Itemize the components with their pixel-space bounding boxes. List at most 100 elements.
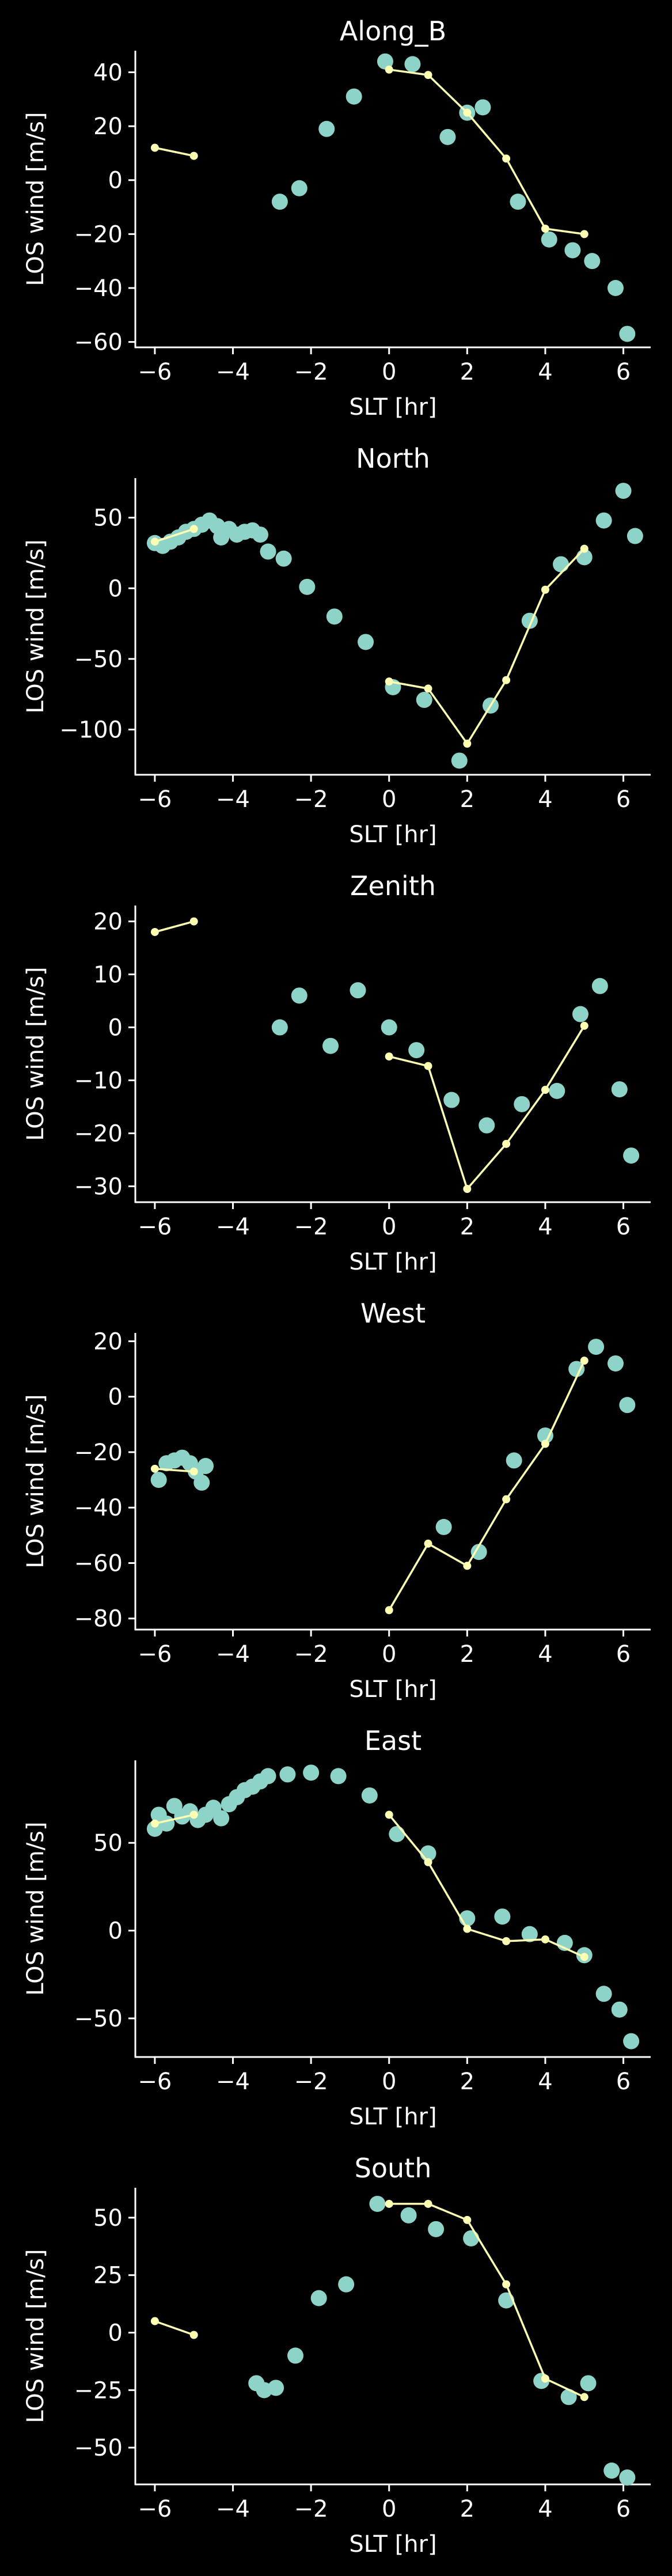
y-tick-label: −40 [74, 275, 123, 302]
line-marker [385, 677, 393, 686]
line-marker [541, 2374, 549, 2383]
x-tick-label: 4 [538, 2069, 552, 2095]
line-marker [502, 1139, 511, 1148]
scatter-point [389, 1825, 405, 1842]
y-tick-label: −50 [74, 2435, 123, 2461]
y-tick-label: 40 [93, 59, 123, 86]
scatter-point [619, 2469, 636, 2486]
x-axis-label: SLT [hr] [349, 2104, 436, 2130]
series-line [154, 920, 195, 933]
scatter-point [474, 99, 491, 116]
scatter-point [330, 1768, 347, 1785]
scatter-point [494, 1908, 511, 1925]
x-tick-label: −2 [294, 1214, 328, 1240]
series-line [154, 528, 195, 543]
y-axis-label: LOS wind [m/s] [22, 112, 49, 286]
x-tick-label: −2 [294, 2069, 328, 2095]
scatter-point [338, 2276, 355, 2293]
scatter-point [514, 1096, 530, 1112]
x-tick-label: 0 [382, 2069, 396, 2095]
scatter-point [252, 526, 268, 543]
y-tick-label: −80 [74, 1606, 123, 1632]
scatter-point [607, 280, 624, 296]
series-line [154, 1813, 195, 1825]
x-tick-label: 4 [538, 1214, 552, 1240]
scatter-point [619, 1397, 636, 1414]
x-tick-label: −6 [138, 2069, 172, 2095]
scatter-point [260, 1768, 276, 1785]
line-marker [189, 151, 198, 160]
scatter-point [271, 1019, 288, 1036]
scatter-point [591, 978, 608, 994]
x-axis-label: SLT [hr] [349, 2531, 436, 2558]
y-tick-label: −20 [74, 221, 123, 248]
y-axis-label: LOS wind [m/s] [22, 1821, 49, 1995]
series-line [389, 1025, 586, 1191]
scatter-point [400, 2207, 417, 2223]
scatter-point [595, 512, 612, 529]
line-marker [424, 71, 432, 79]
scatter-point [279, 1766, 296, 1783]
scatter-point [560, 2389, 577, 2405]
series-line [388, 1814, 585, 1958]
x-tick-label: 4 [538, 1641, 552, 1668]
series-line [154, 146, 195, 157]
x-tick-label: −6 [138, 2496, 172, 2522]
line-marker [463, 2215, 472, 2224]
y-tick-label: 50 [93, 2205, 123, 2232]
x-axis-label: SLT [hr] [349, 394, 436, 421]
line-marker [502, 676, 511, 684]
scatter-point [213, 1810, 230, 1827]
y-tick-label: 20 [93, 113, 123, 140]
scatter-point [549, 1082, 565, 1099]
scatter-point [568, 1361, 585, 1377]
scatter-point [572, 1006, 589, 1022]
line-marker [580, 544, 589, 553]
scatter-point [623, 1147, 640, 1164]
scatter-point [408, 1042, 425, 1059]
x-tick-label: −2 [294, 2496, 328, 2522]
scatter-point [541, 231, 557, 248]
line-marker [424, 1062, 432, 1070]
chart-title: West [360, 1298, 426, 1329]
line-marker [541, 225, 549, 233]
scatter-point [627, 528, 643, 544]
scatter-point [510, 194, 526, 210]
scatter-point [318, 120, 335, 137]
scatter-point [404, 56, 421, 73]
scatter-point [607, 1355, 624, 1372]
scatter-point [361, 1787, 378, 1804]
line-marker [189, 917, 198, 926]
line-marker [580, 2393, 589, 2401]
scatter-point [623, 2033, 640, 2050]
y-tick-label: 0 [108, 2320, 123, 2347]
x-tick-label: 6 [616, 2496, 631, 2522]
scatter-point [416, 692, 432, 709]
series-line [154, 2320, 195, 2336]
y-tick-label: 0 [108, 575, 123, 602]
line-marker [385, 1052, 393, 1061]
x-tick-label: −4 [216, 2496, 250, 2522]
y-tick-label: 0 [108, 168, 123, 194]
y-tick-label: −20 [74, 1439, 123, 1466]
x-tick-label: −2 [294, 786, 328, 813]
y-tick-label: −60 [74, 329, 123, 356]
scatter-point [271, 194, 288, 210]
series-line [389, 548, 585, 746]
y-tick-label: −20 [74, 1120, 123, 1147]
scatter-point [439, 128, 456, 145]
x-tick-label: 0 [382, 786, 396, 813]
scatter-point [193, 1474, 210, 1491]
scatter-point [619, 325, 636, 342]
line-marker [541, 1935, 549, 1944]
x-tick-label: −6 [138, 786, 172, 813]
scatter-point [260, 543, 276, 560]
scatter-point [291, 180, 307, 196]
line-marker [424, 2199, 432, 2208]
line-marker [580, 1953, 589, 1961]
scatter-point [479, 1117, 495, 1134]
y-tick-label: 20 [93, 1328, 123, 1355]
y-axis-label: LOS wind [m/s] [22, 967, 49, 1141]
scatter-point [310, 2290, 327, 2306]
scatter-point [377, 53, 393, 70]
